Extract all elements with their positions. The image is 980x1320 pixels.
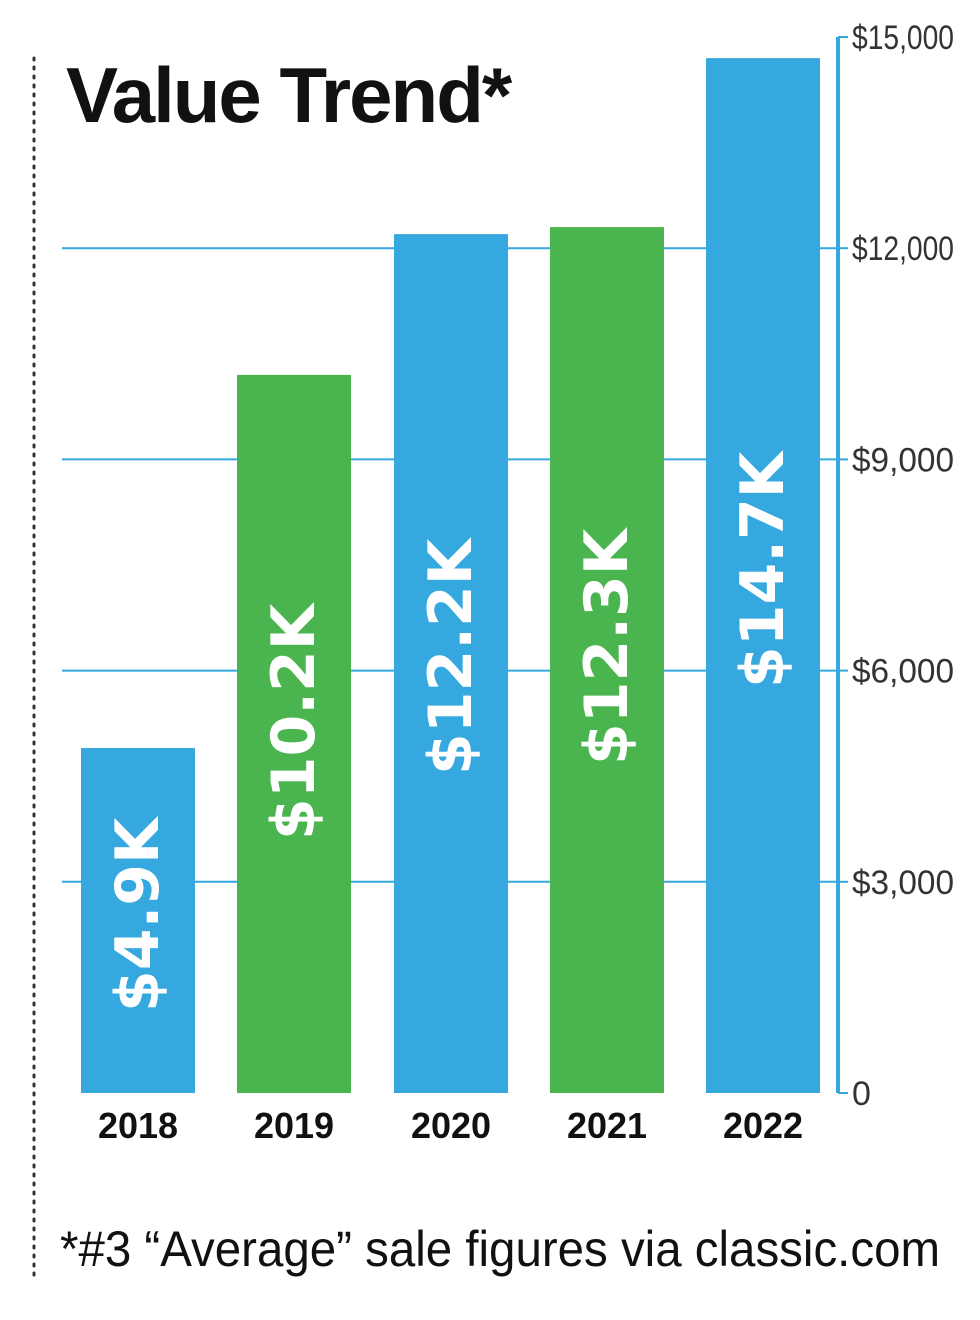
y-axis: 0 $3,000 $6,000 $9,000 $12,000 $15,000: [836, 19, 954, 1113]
chart-title: Value Trend*: [66, 51, 513, 139]
y-tick-label-3000: $3,000: [852, 864, 954, 902]
bar-value-labels: $4.9K $10.2K $12.2K $12.3K $14.7K: [103, 449, 798, 1012]
y-tick-label-15000: $15,000: [852, 19, 954, 57]
bar-2022: [706, 58, 820, 1094]
bar-label-2021: $12.3K: [572, 526, 642, 765]
x-axis-labels: 2018 2019 2020 2021 2022: [98, 1105, 803, 1146]
y-tick-label-6000: $6,000: [852, 653, 954, 691]
bar-label-2020: $12.2K: [416, 536, 486, 775]
y-tick-label-12000: $12,000: [852, 230, 954, 268]
bar-label-2019: $10.2K: [259, 601, 329, 840]
bar-label-2022: $14.7K: [728, 449, 798, 688]
bar-2019: [237, 374, 351, 1093]
bar-2018: [81, 748, 195, 1093]
footnote: *#3 “Average” sale figures via classic.c…: [60, 1221, 940, 1277]
y-tick-label-0: 0: [852, 1075, 871, 1113]
x-tick-label-2021: 2021: [567, 1105, 647, 1146]
x-tick-label-2022: 2022: [723, 1105, 803, 1146]
bars: [81, 58, 820, 1094]
bar-2021: [550, 227, 664, 1093]
x-tick-label-2020: 2020: [411, 1105, 491, 1146]
bar-label-2018: $4.9K: [103, 815, 173, 1012]
bar-2020: [394, 234, 508, 1093]
y-tick-label-9000: $9,000: [852, 441, 954, 479]
x-tick-label-2019: 2019: [254, 1105, 334, 1146]
x-tick-label-2018: 2018: [98, 1105, 178, 1146]
